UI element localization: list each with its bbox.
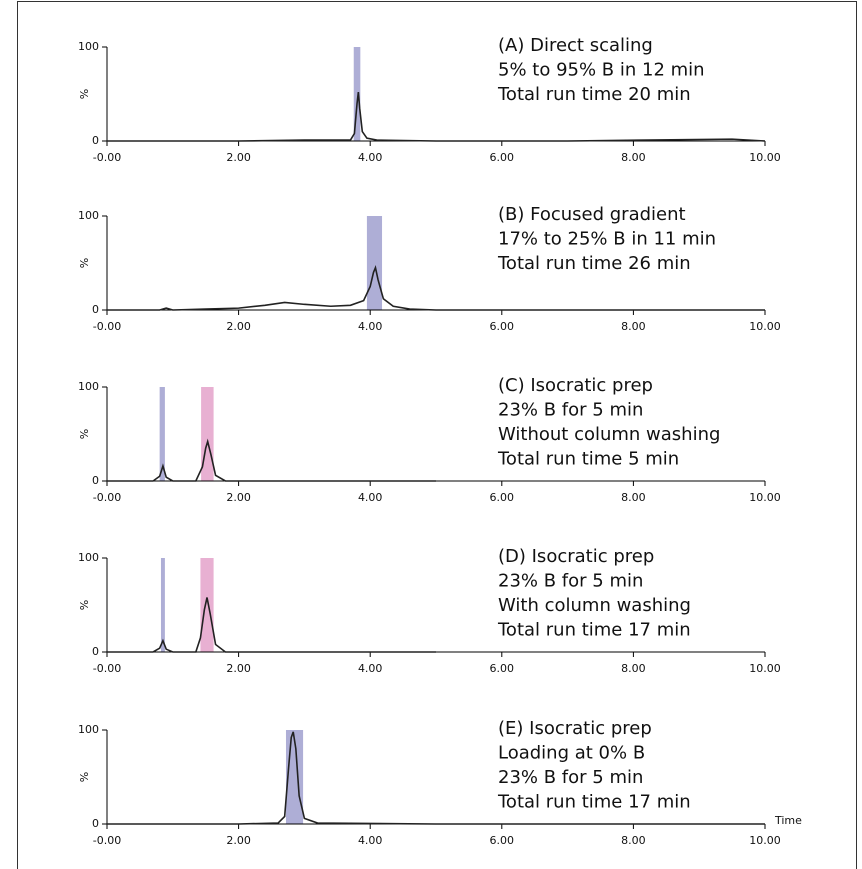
x-tick-label: -0.00 [93,662,121,675]
x-tick-label: 2.00 [226,662,251,675]
y-axis-label: % [78,429,91,439]
annotation: Without column washing [498,424,720,445]
x-tick-label: 10.00 [749,151,781,164]
annotation: 17% to 25% B in 11 min [498,229,716,250]
x-tick-label: 10.00 [749,491,781,504]
x-tick-label: 10.00 [749,662,781,675]
y-axis-label: % [78,600,91,610]
x-tick-label: 4.00 [358,151,383,164]
annotation: 23% B for 5 min [498,767,643,788]
y-tick-label: 100 [78,40,99,53]
collection-window [200,558,214,652]
annotation: Total run time 5 min [497,449,679,470]
annotation: (D) Isocratic prep [498,546,654,567]
annotation: (C) Isocratic prep [498,375,653,396]
x-tick-label: 8.00 [621,834,646,847]
x-tick-label: 6.00 [490,491,515,504]
annotation: Total run time 17 min [497,620,691,641]
x-tick-label: 6.00 [490,662,515,675]
y-tick-label: 100 [78,380,99,393]
annotation: With column washing [498,595,691,616]
x-tick-label: -0.00 [93,320,121,333]
trace [107,92,766,142]
x-tick-label: -0.00 [93,834,121,847]
x-tick-label: 4.00 [358,834,383,847]
trace [107,731,765,825]
x-tick-label: 6.00 [490,834,515,847]
y-tick-label: 0 [92,645,99,658]
y-tick-label: 100 [78,551,99,564]
x-tick-label: 4.00 [358,662,383,675]
annotation: (E) Isocratic prep [498,718,652,739]
y-axis-label: % [78,258,91,268]
x-tick-label: -0.00 [93,151,121,164]
x-tick-label: 2.00 [226,151,251,164]
annotation: Total run time 20 min [497,84,691,105]
y-axis-label: % [78,772,91,782]
annotation: 23% B for 5 min [498,400,643,421]
x-tick-label: 4.00 [358,320,383,333]
x-tick-label: 6.00 [490,151,515,164]
annotation: (B) Focused gradient [498,204,686,225]
y-tick-label: 100 [78,723,99,736]
x-axis-label: Time [774,814,802,827]
y-tick-label: 0 [92,303,99,316]
frame [17,1,857,869]
y-axis-label: % [78,89,91,99]
annotation: Total run time 26 min [497,253,691,274]
x-tick-label: -0.00 [93,491,121,504]
annotation: Loading at 0% B [498,743,645,764]
x-tick-label: 4.00 [358,491,383,504]
y-tick-label: 100 [78,209,99,222]
x-tick-label: 2.00 [226,491,251,504]
x-tick-label: 10.00 [749,834,781,847]
collection-window [353,47,361,141]
collection-window [159,387,165,481]
x-tick-label: 6.00 [490,320,515,333]
annotation: Total run time 17 min [497,792,691,813]
x-tick-label: 10.00 [749,320,781,333]
x-tick-label: 2.00 [226,834,251,847]
x-tick-label: 2.00 [226,320,251,333]
annotation: 5% to 95% B in 12 min [498,60,705,81]
trace [107,265,765,311]
y-tick-label: 0 [92,817,99,830]
x-tick-label: 8.00 [621,662,646,675]
annotation: (A) Direct scaling [498,35,653,56]
annotation: 23% B for 5 min [498,571,643,592]
trace [107,597,436,653]
x-tick-label: 8.00 [621,491,646,504]
x-tick-label: 8.00 [621,320,646,333]
trace [107,438,436,482]
y-tick-label: 0 [92,474,99,487]
collection-window [366,216,383,310]
y-tick-label: 0 [92,134,99,147]
x-tick-label: 8.00 [621,151,646,164]
collection-window [160,558,165,652]
